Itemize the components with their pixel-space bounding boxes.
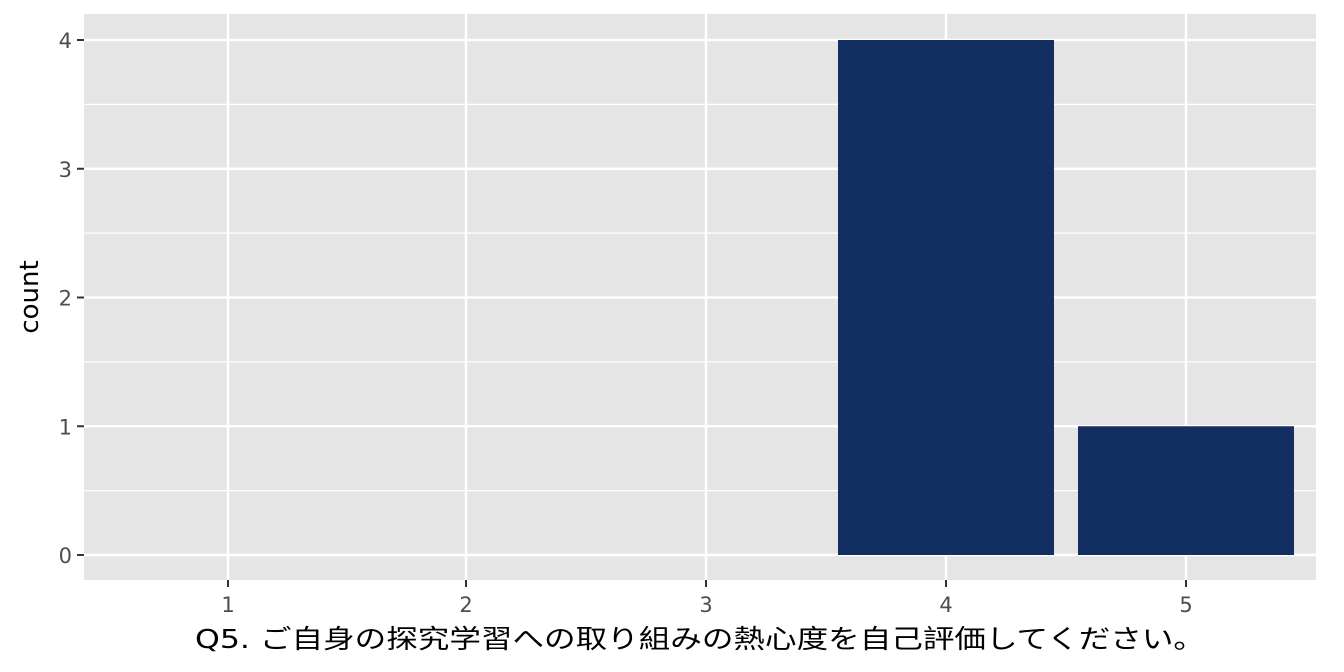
x-tick-label: 1: [221, 593, 234, 617]
bar-4: [838, 40, 1054, 555]
y-tick-label: 1: [59, 415, 72, 439]
y-axis: 0 1 2 3 4: [59, 29, 84, 568]
y-tick-label: 0: [59, 544, 72, 568]
x-tick-label: 3: [699, 593, 712, 617]
bars: [838, 40, 1294, 555]
x-tick-label: 4: [939, 593, 952, 617]
major-gridlines: [84, 14, 1316, 580]
x-axis: 1 2 3 4 5: [221, 580, 1193, 617]
y-tick-label: 2: [59, 287, 72, 311]
y-axis-title: count: [15, 260, 45, 333]
bar-5: [1078, 426, 1294, 555]
x-axis-title: Q5. ご自身の探究学習への取り組みの熱心度を自己評価してください。: [195, 625, 1205, 655]
x-tick-label: 5: [1179, 593, 1192, 617]
y-tick-label: 4: [59, 29, 72, 53]
y-tick-label: 3: [59, 158, 72, 182]
x-tick-label: 2: [459, 593, 472, 617]
